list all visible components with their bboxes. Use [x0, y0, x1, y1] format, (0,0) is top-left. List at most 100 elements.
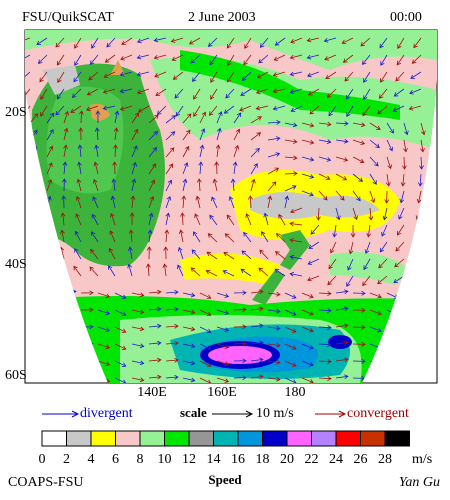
wind-arrow — [335, 374, 349, 380]
wind-arrow — [148, 114, 159, 124]
wind-arrow — [177, 246, 184, 260]
wind-arrow — [182, 113, 192, 124]
wind-arrow — [216, 111, 223, 124]
wind-arrow — [241, 250, 252, 260]
wind-arrow — [199, 309, 212, 316]
wind-arrow — [110, 195, 116, 209]
colorbar-swatch — [213, 430, 239, 447]
colorbar-unit: m/s — [412, 452, 432, 467]
wind-arrow — [182, 145, 190, 158]
wind-arrow — [177, 264, 184, 277]
wind-arrow — [121, 37, 133, 45]
wind-arrow — [272, 71, 286, 77]
wind-arrow — [172, 71, 184, 80]
wind-arrow — [301, 156, 315, 162]
wind-arrow — [289, 71, 303, 77]
speed-area — [250, 191, 380, 219]
wind-arrow — [29, 309, 42, 316]
wind-arrow — [153, 37, 167, 43]
new-zealand — [252, 270, 285, 305]
wind-arrow — [63, 357, 77, 363]
wind-arrow — [45, 229, 51, 243]
wind-arrow — [267, 359, 281, 365]
speed-area — [328, 335, 352, 349]
wind-arrow — [25, 71, 31, 81]
wind-arrow — [112, 161, 118, 175]
wind-arrow — [199, 292, 212, 299]
wind-arrow — [114, 360, 127, 367]
wind-arrow — [210, 71, 218, 83]
wind-arrow — [250, 163, 258, 175]
wind-arrow — [352, 139, 366, 145]
wind-arrow — [119, 88, 133, 94]
wind-arrow — [127, 263, 133, 277]
wind-arrow — [366, 224, 372, 238]
wind-arrow — [335, 357, 349, 363]
wind-arrow — [165, 289, 179, 295]
wind-arrow — [29, 212, 36, 226]
wind-arrow — [267, 376, 281, 382]
colorbar-swatch — [164, 430, 190, 447]
wind-arrow — [46, 112, 55, 124]
wind-arrow — [86, 88, 99, 96]
wind-arrow — [267, 291, 281, 297]
wind-arrow — [156, 105, 167, 116]
convergent-label: convergent — [347, 406, 409, 421]
wind-arrow — [114, 326, 127, 333]
speed-area — [25, 30, 437, 70]
wind-arrow — [75, 213, 82, 226]
wind-arrow — [165, 131, 176, 141]
wind-arrow — [163, 246, 169, 260]
wind-arrow — [191, 249, 201, 260]
wind-arrow — [120, 54, 133, 61]
wind-arrow — [114, 309, 127, 316]
speed-area — [208, 346, 272, 364]
scale-label: scale — [180, 405, 207, 420]
wind-arrow — [74, 248, 82, 260]
wind-arrow — [411, 275, 422, 285]
scale-value: 10 m/s — [256, 406, 294, 421]
wind-arrow — [71, 88, 82, 98]
wind-arrow — [335, 121, 349, 126]
wind-arrow — [318, 173, 331, 180]
wind-arrow — [40, 88, 48, 100]
wind-arrow — [416, 190, 422, 204]
colorbar-swatch — [237, 430, 263, 447]
wind-arrow — [182, 377, 196, 383]
wind-arrow — [335, 340, 349, 346]
wind-arrow — [45, 246, 51, 260]
header-right: 00:00 — [390, 10, 422, 25]
wind-arrow — [188, 37, 201, 45]
wind-arrow — [228, 195, 235, 209]
wind-arrow — [136, 54, 150, 60]
wind-arrow — [352, 307, 366, 313]
wind-arrow — [46, 178, 53, 192]
wind-arrow — [165, 306, 179, 312]
wind-arrow — [90, 248, 99, 260]
colorbar-label: 18 — [256, 452, 270, 467]
wind-arrow — [377, 275, 388, 285]
wind-arrow — [385, 173, 391, 187]
colorbar-swatch — [188, 430, 214, 447]
wind-arrow — [40, 105, 48, 117]
wind-arrow — [241, 71, 252, 81]
wind-arrow — [39, 71, 48, 83]
wind-arrow — [29, 113, 39, 124]
wind-arrow — [46, 325, 60, 331]
wind-arrow — [335, 207, 341, 221]
wind-arrow — [77, 144, 83, 158]
wind-arrow — [420, 306, 434, 312]
wind-arrow — [63, 340, 77, 346]
wind-arrow — [208, 105, 218, 116]
wind-arrow — [46, 359, 60, 365]
wind-arrow — [369, 326, 382, 333]
wind-arrow — [284, 309, 297, 316]
wind-arrow — [382, 207, 388, 221]
wind-arrow — [131, 161, 137, 175]
wind-arrow — [171, 54, 184, 61]
wind-arrow — [250, 306, 264, 312]
wind-arrow — [80, 341, 94, 347]
wind-arrow — [148, 374, 162, 380]
wind-arrow — [29, 196, 36, 209]
colorbar-label: 12 — [182, 452, 196, 467]
